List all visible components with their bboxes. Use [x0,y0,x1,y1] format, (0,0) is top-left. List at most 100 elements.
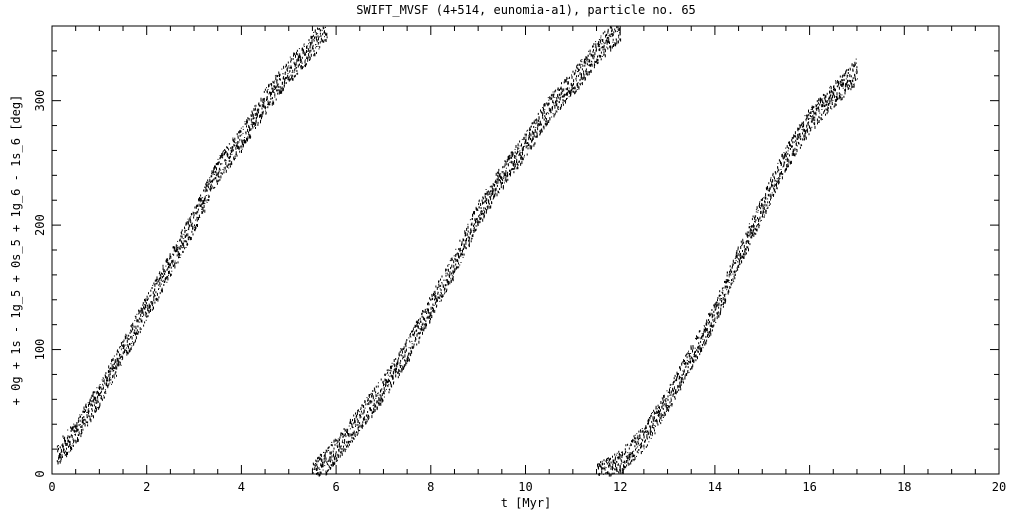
data-point [387,378,389,382]
data-point [398,357,400,360]
data-point [421,315,423,318]
data-point [738,263,740,265]
data-point [360,415,361,416]
data-point [191,213,193,216]
data-point [719,297,721,301]
data-point [539,132,541,135]
data-point [232,149,234,152]
data-point [469,236,471,240]
data-point [369,394,371,396]
data-point [195,219,197,221]
data-point [832,99,834,101]
data-point [235,144,237,147]
data-point [591,60,592,62]
data-point [230,155,231,158]
data-point [286,69,288,71]
data-point [536,118,538,121]
data-point [581,73,582,77]
data-point [260,116,262,119]
data-point [451,264,453,268]
data-point [709,320,710,323]
data-point [230,150,232,151]
data-point [664,399,666,402]
data-point [172,259,174,263]
data-point [330,451,332,455]
data-point [817,102,819,105]
data-point [794,141,795,143]
data-point [266,87,267,89]
data-point [132,335,134,336]
data-point [379,394,381,397]
data-point [437,292,439,294]
data-point [415,325,417,328]
data-point [339,454,341,458]
data-point [111,381,113,384]
data-point [829,101,831,105]
data-point [612,33,614,36]
data-point [378,404,380,406]
data-point [707,331,709,334]
data-point [342,449,344,452]
data-point [755,219,757,222]
data-point [650,426,652,430]
data-point [742,256,744,259]
data-point [512,168,514,170]
data-point [602,463,604,465]
data-point [428,308,429,312]
data-point [320,454,322,457]
data-point [139,309,141,312]
data-point [462,253,464,256]
data-point [356,414,358,417]
data-point [803,123,805,127]
data-point [83,410,85,413]
data-point [684,376,686,380]
data-point [491,195,492,197]
data-point [653,416,655,420]
data-point [325,470,327,473]
data-point [519,140,521,143]
data-point [315,468,317,471]
data-point [363,409,365,413]
data-point [368,418,369,420]
data-point [90,415,92,417]
data-point [606,46,608,48]
data-point [96,391,98,395]
data-point [395,358,397,360]
data-point [669,383,671,386]
data-point [669,394,671,396]
data-point [410,347,412,350]
x-tick-label: 6 [332,480,339,494]
data-point [470,240,472,243]
data-point [109,376,111,378]
data-point [703,325,705,327]
data-point [384,389,386,392]
data-point [202,200,204,203]
data-point [697,347,699,350]
data-point [451,275,453,277]
data-point [121,344,123,346]
data-point [497,180,499,184]
data-point [95,410,97,413]
data-point [471,222,473,226]
data-point [701,347,702,350]
data-point [354,419,355,423]
data-point [577,67,579,70]
data-point [325,33,326,36]
data-point [727,279,728,283]
data-point [211,173,212,175]
data-point [58,447,59,450]
data-point [491,187,493,190]
data-point [848,79,850,82]
data-point [475,206,477,210]
data-point [170,273,171,277]
data-point [500,173,502,175]
data-point [81,419,83,423]
data-point [166,268,168,271]
data-point [453,268,455,270]
data-point [509,173,510,176]
data-point [559,93,561,96]
data-point [439,300,441,302]
data-point [524,133,526,136]
data-point [778,177,780,179]
data-point [476,208,478,211]
